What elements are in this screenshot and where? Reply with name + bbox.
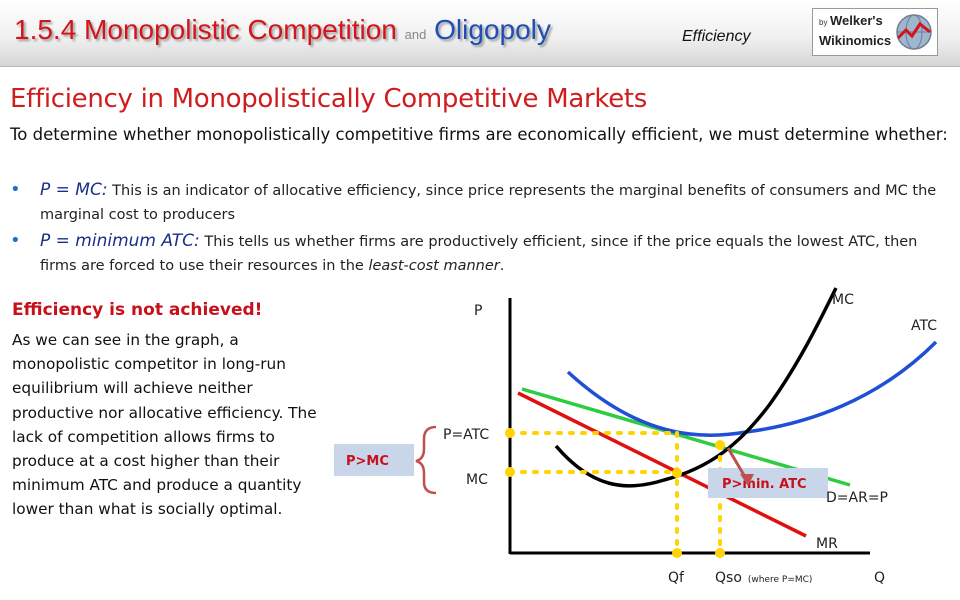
p-atc-dot (505, 428, 515, 438)
atc-curve-label: ATC (911, 318, 937, 334)
p-gt-min-atc-callout (708, 468, 828, 498)
callout-arrowhead (740, 474, 754, 486)
criteria-list: P = MC: This is an indicator of allocati… (10, 178, 940, 280)
qso-label: Qso (where P=MC) (715, 570, 812, 586)
conclusion-text: As we can see in the graph, a monopolist… (12, 331, 317, 519)
bullet-text: This is an indicator of allocative effic… (40, 183, 937, 223)
slide-title: 1.5.4 Monopolistic Competition and Oligo… (14, 14, 551, 46)
mc-curve (554, 287, 838, 488)
title-and: and (404, 27, 427, 42)
list-item: P = minimum ATC: This tells us whether f… (10, 229, 940, 278)
logo-line2: Wikinomics (819, 33, 892, 48)
title-main: 1.5.4 Monopolistic Competition (14, 14, 397, 45)
price-bracket (415, 425, 437, 495)
bullet-emphasis: least-cost manner (368, 258, 500, 274)
demand-curve-label: D=AR=P (826, 490, 888, 506)
p-gt-min-atc-label: P>min. ATC (722, 477, 807, 492)
axis-p-label: P (474, 303, 482, 319)
logo-line1: Welker's (830, 13, 883, 28)
section-tag: Efficiency (682, 28, 751, 45)
qso-note: (where P=MC) (748, 575, 813, 585)
p-atc-label: P=ATC (443, 427, 489, 443)
mc-level-label: MC (466, 472, 488, 488)
bullet-lead: P = minimum ATC: (40, 231, 200, 251)
qso-text: Qso (715, 570, 742, 586)
welkers-wikinomics-logo: by Welker's Wikinomics (812, 8, 938, 56)
qso-dot (715, 548, 725, 558)
p-gt-mc-label: P>MC (346, 454, 389, 469)
bullet-lead: P = MC: (40, 180, 108, 200)
qf-label: Qf (668, 570, 685, 586)
equilibrium-dot (672, 468, 682, 478)
title-oligopoly: Oligopoly (434, 14, 551, 45)
section-heading: Efficiency in Monopolistically Competiti… (10, 84, 648, 114)
logo-by: by (819, 18, 828, 27)
slide-header: 1.5.4 Monopolistic Competition and Oligo… (0, 0, 960, 67)
intro-paragraph: To determine whether monopolistically co… (10, 125, 948, 144)
bullet-text-end: . (499, 258, 505, 274)
p-gt-mc-callout (334, 444, 414, 476)
conclusion-heading: Efficiency is not achieved! (12, 300, 263, 320)
qf-dot (672, 548, 682, 558)
mr-curve (517, 391, 807, 538)
globe-chart-icon (896, 14, 932, 50)
mr-curve-label: MR (816, 536, 838, 552)
allocative-dot (715, 440, 725, 450)
atc-curve (566, 340, 938, 437)
list-item: P = MC: This is an indicator of allocati… (10, 178, 940, 227)
mc-curve-label: MC (832, 292, 854, 308)
axis-q-label: Q (874, 570, 885, 586)
mc-level-dot (505, 467, 515, 477)
bullet-text: This tells us whether firms are producti… (40, 234, 918, 274)
